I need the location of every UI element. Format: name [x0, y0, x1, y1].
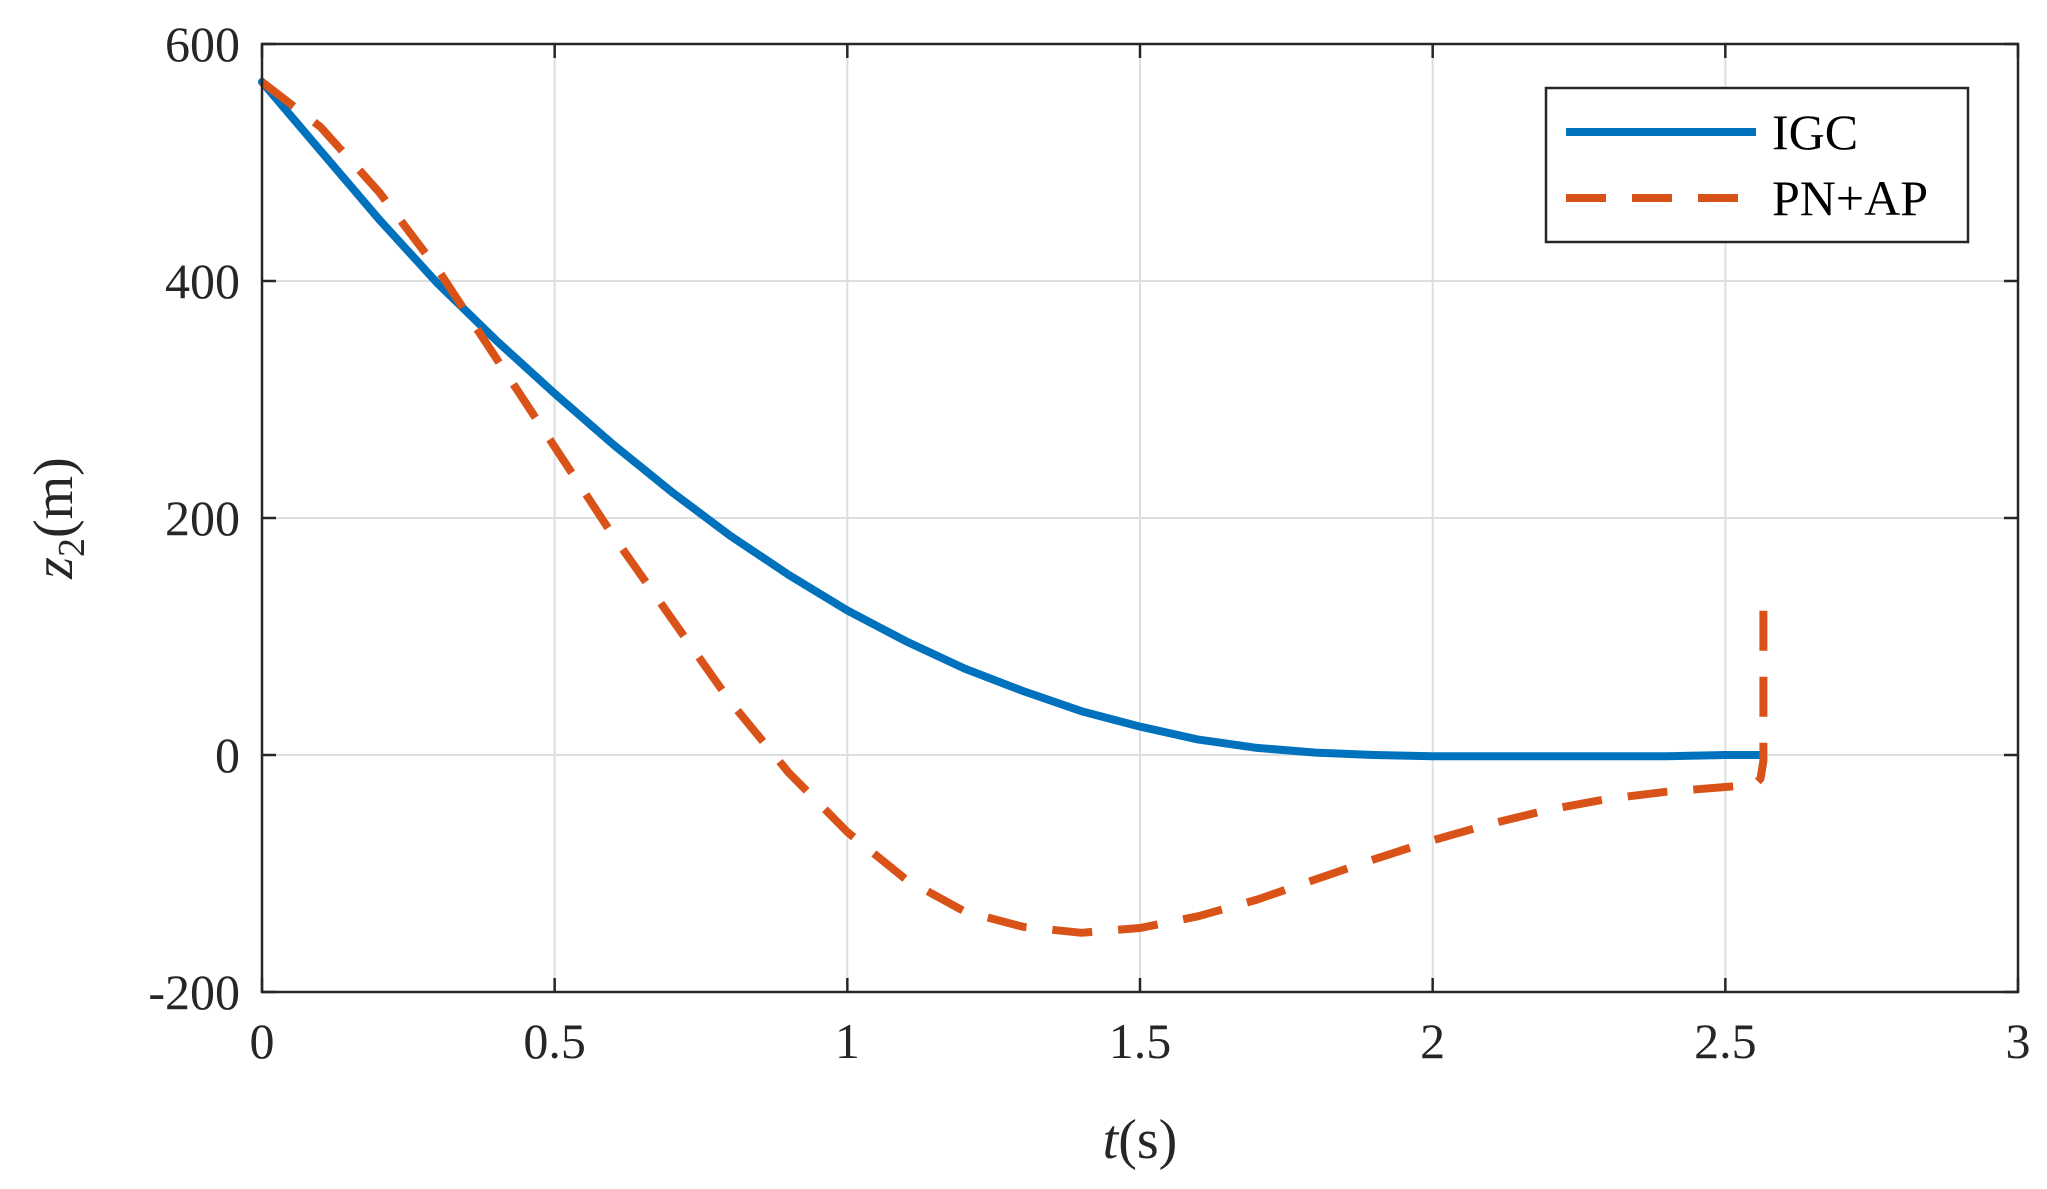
legend-box: [1544, 86, 1970, 244]
y-tick-labels: -200 0 200 400 600: [148, 16, 240, 1020]
x-tick-label: 2: [1420, 1013, 1445, 1069]
series-line-pn-ap: [259, 78, 1768, 937]
x-axis-label-unit: (s): [1118, 1109, 1177, 1171]
y-axis-label-subscript: 2: [51, 538, 93, 557]
y-axis-label-unit: (m): [23, 457, 85, 538]
series-layer: [258, 77, 1768, 937]
y-axis-label-variable: z: [23, 557, 85, 580]
x-axis-label-variable: t: [1103, 1109, 1120, 1171]
x-tick-label: 3: [2006, 1013, 2031, 1069]
y-tick-label: 0: [215, 727, 240, 783]
y-tick-label: 600: [165, 16, 240, 72]
legend-label-pn-ap: PN+AP: [1772, 170, 1928, 226]
x-axis-label: t(s): [1103, 1109, 1178, 1171]
series-line-igc: [258, 77, 1765, 761]
x-tick-label: 0.5: [523, 1013, 586, 1069]
x-tick-label: 2.5: [1694, 1013, 1757, 1069]
x-tick-label: 1.5: [1109, 1013, 1172, 1069]
y-tick-label: -200: [148, 964, 240, 1020]
y-tick-label: 400: [165, 253, 240, 309]
legend-label-igc: IGC: [1772, 104, 1858, 160]
x-tick-label: 0: [250, 1013, 275, 1069]
tick-layer: [260, 42, 2020, 994]
y-axis-label: z2(m): [23, 457, 93, 580]
y-tick-label: 200: [165, 490, 240, 546]
x-tick-label: 1: [835, 1013, 860, 1069]
x-tick-labels: 0 0.5 1 1.5 2 2.5 3: [250, 1013, 2031, 1069]
legend: IGC PN+AP: [1544, 86, 1970, 244]
